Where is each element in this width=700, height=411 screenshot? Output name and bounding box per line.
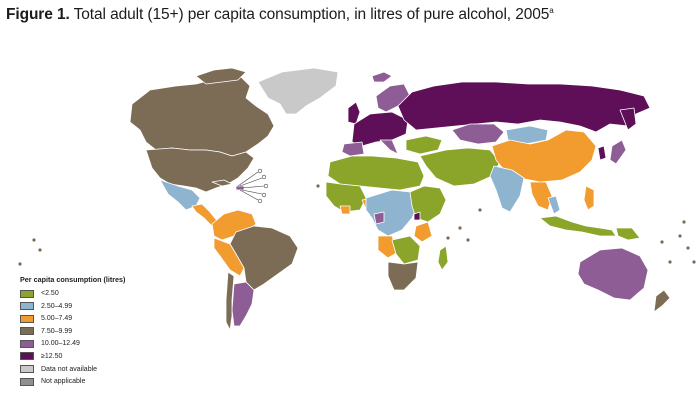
legend-swatch [20, 314, 34, 323]
region-canada-alaska [129, 75, 275, 157]
region-russia-east [619, 107, 637, 131]
caribbean-island-markers [257, 168, 269, 204]
region-italy [379, 139, 399, 155]
region-png [615, 227, 641, 241]
caribbean-leader-lines [237, 171, 265, 201]
legend-item: Not applicable [20, 376, 125, 387]
region-malay [547, 195, 561, 215]
figure-title-text: Total adult (15+) per capita consumption… [73, 6, 550, 24]
legend-label: 10.00–12.49 [41, 340, 80, 348]
region-turkey [405, 135, 443, 155]
region-gabon [373, 211, 385, 225]
region-iberia [341, 141, 365, 157]
region-india [489, 165, 525, 213]
region-korea [597, 145, 607, 161]
region-argentina [231, 281, 255, 327]
region-uk [347, 101, 361, 125]
legend-label: <2.50 [41, 290, 59, 297]
legend-item: <2.50 [20, 288, 125, 299]
map-legend: Per capita consumption (litres) <2.50 2.5… [20, 275, 125, 389]
region-peru-bolivia [213, 237, 245, 277]
small-island-dots [18, 184, 696, 266]
region-west-africa-orange [339, 205, 351, 215]
legend-item: Data not available [20, 364, 125, 375]
legend-item: 5.00–7.49 [20, 313, 125, 324]
region-southern-africa [391, 235, 421, 265]
figure-title: Figure 1. Total adult (15+) per capita c… [6, 6, 554, 24]
legend-label: 7.50–9.99 [41, 327, 73, 335]
legend-swatch [20, 365, 34, 374]
figure-label: Figure 1. [6, 6, 70, 24]
legend-label: 5.00–7.49 [41, 315, 73, 323]
region-madagascar [437, 245, 449, 271]
legend-label: Data not available [41, 365, 98, 373]
region-caribbean-2 [235, 185, 245, 191]
region-mongolia [505, 125, 549, 145]
region-west-africa [325, 181, 367, 213]
region-arctic-islands [195, 67, 247, 85]
region-south-africa [387, 261, 419, 291]
legend-item: 10.00–12.49 [20, 338, 125, 349]
legend-title: Per capita consumption (litres) [20, 275, 126, 284]
legend-swatch [20, 302, 34, 311]
legend-label: 2.50–4.99 [41, 302, 73, 310]
region-philippines [583, 185, 595, 211]
legend-swatch [20, 377, 34, 386]
region-chile [225, 271, 235, 331]
legend-label: Not applicable [41, 378, 86, 386]
region-kazakhstan [451, 123, 505, 145]
region-brazil [229, 225, 299, 291]
legend-item: 2.50–4.99 [20, 301, 125, 312]
legend-item: 7.50–9.99 [20, 326, 125, 337]
region-uganda [413, 211, 421, 221]
legend-swatch [20, 327, 34, 336]
region-western-europe [351, 111, 409, 147]
region-middle-east [419, 147, 501, 187]
region-japan [609, 139, 627, 165]
region-tanzania [413, 221, 433, 243]
legend-swatch [20, 339, 34, 348]
region-greenland [257, 67, 339, 115]
region-iceland [371, 71, 393, 83]
region-central-africa [365, 189, 419, 237]
region-new-zealand [653, 289, 671, 313]
region-caribbean [211, 179, 233, 187]
legend-swatch [20, 289, 34, 298]
legend-swatch [20, 352, 34, 361]
legend-item: ≥12.50 [20, 351, 125, 362]
region-australia [577, 247, 649, 301]
region-russia [397, 81, 651, 133]
region-usa [145, 147, 255, 193]
region-southeast-asia [529, 181, 553, 211]
title-footnote-marker: a [549, 6, 554, 15]
region-indonesia [539, 215, 617, 237]
legend-label: ≥12.50 [41, 352, 63, 360]
